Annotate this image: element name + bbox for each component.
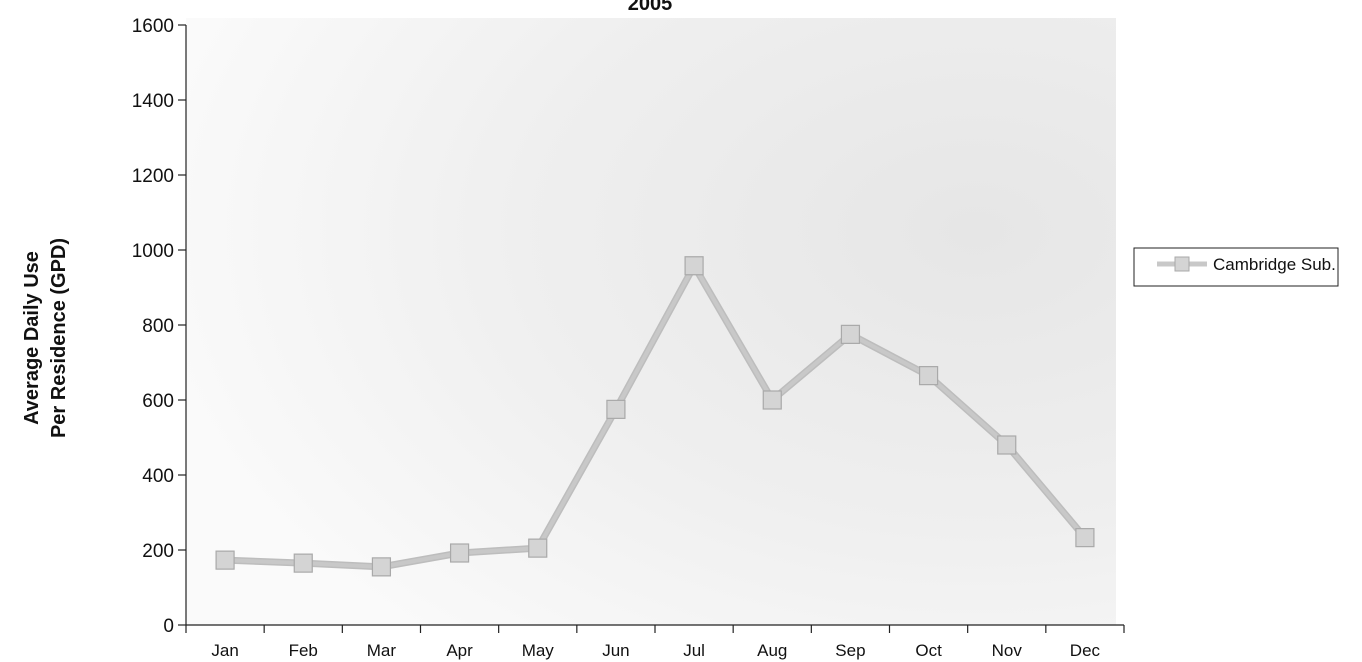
data-point-marker [918,366,939,386]
data-point-marker [606,399,626,419]
data-point-marker [840,324,861,344]
y-axis-label: Average Daily Use Per Residence (GPD) [21,238,70,438]
data-point-marker [997,435,1017,455]
axes: 0 200 400 600 800 1000 1200 1400 1600 Jan Feb Mar Ap… [132,16,1125,660]
x-tick-label: Jan [211,641,238,660]
y-tick-label: 200 [142,541,174,562]
x-tick-label: Jul [683,641,705,660]
x-tick-label: Nov [992,641,1023,660]
y-tick-label: 600 [142,391,174,412]
data-point-marker [215,550,235,570]
x-tick-label: Dec [1070,641,1101,660]
y-tick-label: 1600 [132,16,174,37]
x-tick-label: Aug [757,641,787,660]
y-tick-label: 1200 [132,166,174,187]
y-tick-label: 1400 [132,91,174,112]
y-tick-label: 0 [163,616,174,637]
data-point-marker [1075,528,1095,548]
y-tick-label: 1000 [132,241,174,262]
data-point-marker [684,256,704,276]
data-point-marker [528,538,548,558]
x-tick-label: Apr [446,641,473,660]
series-layer [215,256,1095,577]
series-line [225,263,1087,569]
data-point-marker [449,543,470,563]
legend-box [1133,247,1339,287]
y-tick-label: 400 [142,466,174,487]
y-tick-label: 800 [142,316,174,337]
x-tick-label: Oct [915,641,942,660]
legend-label: Cambridge Sub. [1213,255,1336,274]
data-point-marker [371,557,392,577]
plot-area [186,18,1116,625]
y-axis-label-line-1: Average Daily Use [21,251,43,425]
x-tick-label: Jun [602,641,629,660]
x-tick-label: Feb [289,641,318,660]
y-axis-label-line-2: Per Residence (GPD) [48,238,70,438]
x-tick-label: Sep [835,641,865,660]
x-tick-label: May [522,641,555,660]
chart-title: 2005 [628,0,673,15]
data-point-marker [293,553,313,573]
x-tick-label: Mar [367,641,397,660]
legend-marker [1174,256,1190,272]
legend: Cambridge Sub. [1133,247,1339,287]
data-point-marker [762,390,782,410]
